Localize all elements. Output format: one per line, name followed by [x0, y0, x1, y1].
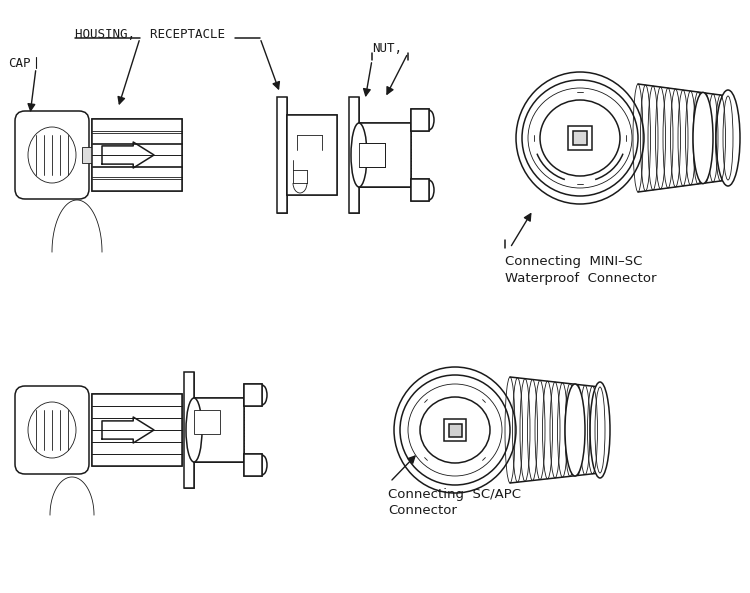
Bar — [359, 143, 385, 167]
Text: Waterproof  Connector: Waterproof Connector — [505, 272, 656, 285]
Text: CAP: CAP — [8, 57, 31, 70]
Bar — [244, 384, 262, 406]
Ellipse shape — [716, 90, 740, 186]
Ellipse shape — [516, 72, 644, 204]
Bar — [92, 119, 182, 191]
Bar — [568, 126, 592, 150]
Bar — [349, 97, 359, 213]
Text: HOUSING,  RECEPTACLE: HOUSING, RECEPTACLE — [75, 28, 225, 41]
Ellipse shape — [394, 367, 516, 493]
Bar — [184, 372, 194, 488]
Ellipse shape — [400, 375, 510, 485]
FancyBboxPatch shape — [15, 111, 89, 199]
Bar — [194, 398, 244, 462]
Bar — [411, 109, 429, 131]
Bar — [92, 119, 182, 191]
Bar — [277, 97, 287, 213]
Ellipse shape — [565, 384, 585, 476]
Bar — [287, 115, 337, 195]
Bar — [194, 410, 220, 434]
Bar — [573, 131, 587, 145]
Bar — [194, 398, 244, 462]
Bar — [411, 109, 429, 131]
Text: Connecting  MINI–SC: Connecting MINI–SC — [505, 255, 642, 268]
Bar — [444, 419, 466, 441]
Bar — [359, 123, 411, 187]
Bar — [448, 423, 461, 436]
Bar — [244, 454, 262, 476]
Ellipse shape — [522, 80, 638, 196]
Bar — [92, 394, 182, 466]
Ellipse shape — [351, 123, 367, 187]
Bar — [244, 454, 262, 476]
Bar — [82, 147, 92, 163]
Bar — [184, 372, 194, 488]
Bar — [92, 394, 182, 466]
Ellipse shape — [590, 382, 610, 478]
Bar — [349, 97, 359, 213]
Ellipse shape — [693, 93, 713, 184]
Bar — [244, 384, 262, 406]
Bar — [411, 179, 429, 201]
Text: Connector: Connector — [388, 504, 457, 517]
Bar — [277, 97, 287, 213]
Polygon shape — [102, 142, 154, 168]
Bar — [359, 123, 411, 187]
Text: NUT,: NUT, — [372, 42, 402, 55]
Bar — [411, 179, 429, 201]
Ellipse shape — [186, 398, 202, 462]
Bar — [287, 115, 337, 195]
Polygon shape — [102, 417, 154, 443]
FancyBboxPatch shape — [15, 386, 89, 474]
Text: Connecting  SC/APC: Connecting SC/APC — [388, 488, 521, 501]
